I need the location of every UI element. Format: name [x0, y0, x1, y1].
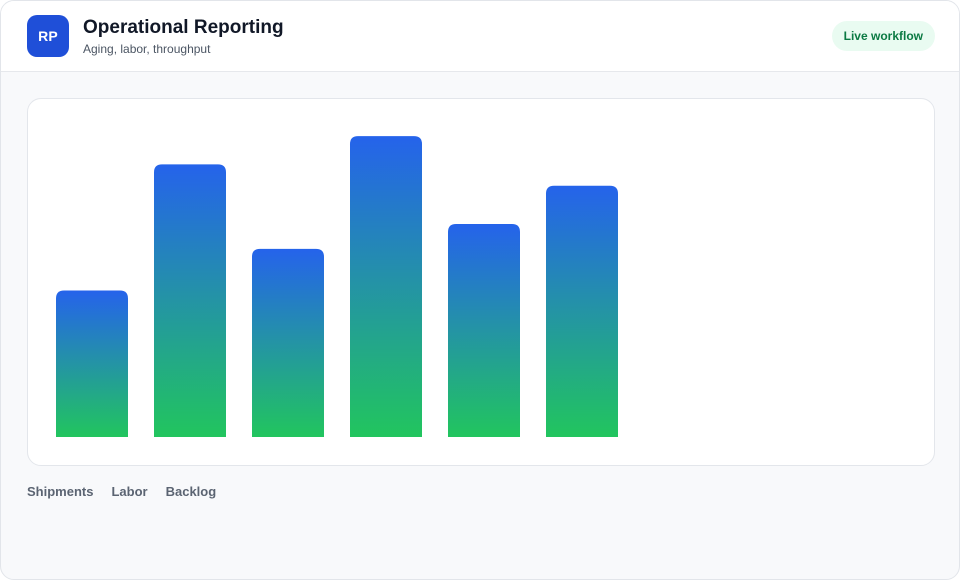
bar-6: [546, 185, 618, 437]
legend-item-backlog[interactable]: Backlog: [165, 484, 217, 499]
chart-card: [27, 98, 935, 466]
bar-3: [252, 248, 324, 437]
status-badge: Live workflow: [831, 21, 935, 51]
bars-group: [56, 136, 618, 437]
legend: Shipments Labor Backlog: [27, 484, 216, 499]
bar-1: [56, 290, 128, 437]
bar-5: [448, 224, 520, 437]
bar-4: [350, 136, 422, 437]
page-subtitle: Aging, labor, throughput: [83, 42, 211, 56]
legend-item-labor[interactable]: Labor: [111, 484, 148, 499]
bar-chart: [56, 136, 618, 437]
page-title: Operational Reporting: [83, 17, 284, 38]
app-logo: RP: [27, 15, 69, 57]
legend-item-shipments[interactable]: Shipments: [27, 484, 94, 499]
bar-2: [154, 164, 226, 437]
header: RP Operational Reporting Aging, labor, t…: [1, 1, 959, 72]
